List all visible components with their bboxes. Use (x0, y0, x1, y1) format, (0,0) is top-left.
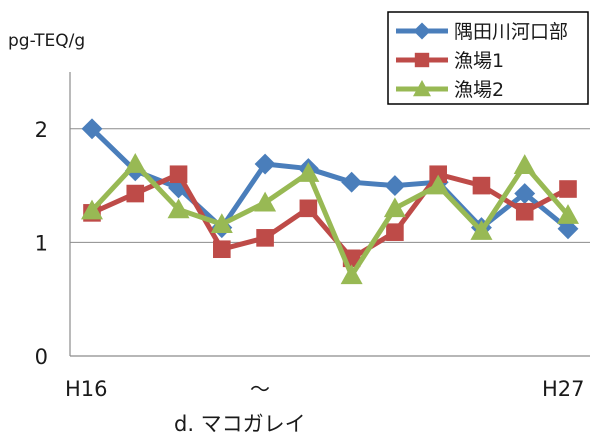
data-point (429, 165, 447, 184)
data-point (470, 220, 493, 240)
data-point (341, 171, 363, 193)
legend-marker (413, 22, 431, 40)
data-point (386, 223, 404, 241)
data-point (383, 197, 406, 218)
data-point (254, 153, 276, 175)
data-point (559, 180, 577, 198)
data-point (167, 198, 190, 219)
data-point (514, 183, 536, 205)
data-point (384, 175, 406, 197)
legend-label: 漁場2 (454, 79, 504, 101)
data-point (297, 162, 320, 182)
legend-marker (413, 80, 431, 97)
legend-item: 漁場2 (396, 79, 504, 101)
gridlines (70, 128, 590, 243)
data-point (340, 264, 363, 285)
data-point (124, 153, 147, 173)
legend-label: 隅田川河口部 (454, 21, 568, 43)
data-point (81, 118, 103, 140)
y-tick-label: 1 (35, 231, 48, 255)
chart-title: d. マコガレイ (174, 412, 306, 436)
data-point (513, 154, 536, 174)
y-tick-labels: 0 1 2 (35, 118, 48, 369)
data-point (427, 174, 450, 195)
y-tick-label: 0 (35, 345, 48, 369)
data-point (515, 202, 534, 221)
data-point (210, 213, 233, 234)
data-point (213, 240, 231, 259)
series-layer (81, 118, 579, 285)
legend-label: 漁場1 (454, 50, 504, 72)
data-point (256, 229, 274, 247)
series-3 (81, 153, 579, 285)
y-axis-label: pg-TEQ/g (8, 31, 85, 51)
data-point (169, 165, 188, 184)
x-tick-label-middle: ～ (250, 377, 270, 401)
data-point (557, 204, 579, 224)
legend-item: 漁場1 (396, 50, 504, 72)
data-point (126, 184, 145, 203)
x-tick-label-first: H16 (65, 377, 108, 401)
series-line (90, 161, 570, 278)
data-point (299, 199, 318, 218)
legend-marker (414, 52, 430, 68)
x-tick-label-last: H27 (542, 377, 585, 401)
data-point (472, 176, 491, 195)
y-tick-label: 2 (35, 118, 48, 142)
legend-item: 隅田川河口部 (396, 21, 568, 43)
data-point (254, 191, 277, 212)
data-point (81, 199, 103, 220)
